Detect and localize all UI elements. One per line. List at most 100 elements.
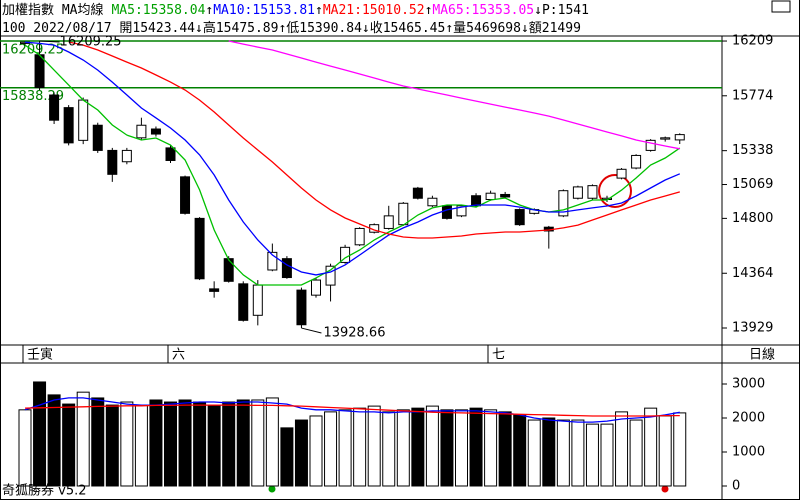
candle-body — [165, 147, 176, 161]
candle-body — [136, 124, 147, 139]
candle-body — [631, 154, 642, 169]
volume-bar — [513, 414, 527, 487]
volume-bar — [440, 409, 454, 487]
candle-body — [674, 134, 685, 141]
y-tick-label: 16209 — [732, 34, 773, 49]
header-text: MA21:15010.52 — [323, 3, 425, 18]
header-line: 100 2022/08/17 開15423.44↓高15475.89↑低1539… — [2, 20, 581, 36]
ma-line — [68, 41, 680, 239]
candle-body — [558, 190, 569, 217]
y-tick-label: 15774 — [732, 88, 773, 103]
candle-body — [398, 202, 409, 226]
candle-body — [223, 258, 234, 282]
volume-bar — [411, 407, 425, 487]
period-label: 七 — [492, 348, 505, 363]
volume-bar — [556, 419, 570, 487]
timeframe-label: 日線 — [749, 347, 775, 363]
header-text: MA65:15353.05 — [432, 3, 534, 18]
header-text: MA5:15358.04 — [111, 3, 205, 18]
header-text: 加權指數 MA均線 — [2, 2, 103, 18]
volume-bar — [120, 401, 134, 487]
candle-body — [441, 205, 452, 219]
header-text: P:1541 — [542, 3, 589, 18]
candle-body — [49, 94, 60, 121]
candle-body — [296, 289, 307, 326]
header-text: ↑ — [205, 3, 213, 18]
annotation: 16209.25 — [60, 35, 122, 50]
volume-bar — [629, 419, 643, 487]
header-line: 加權指數 MA均線 MA5:15358.04↑MA10:15153.81↑MA21… — [2, 2, 589, 18]
ma-line — [24, 44, 681, 286]
y-tick-label: 13929 — [732, 321, 773, 336]
candle-body — [107, 149, 118, 175]
volume-bar — [324, 411, 338, 487]
period-label: 壬寅 — [27, 347, 53, 363]
volume-bar — [469, 407, 483, 487]
volume-bar — [353, 407, 367, 487]
highlight-circle — [598, 174, 632, 208]
candle-body — [78, 99, 89, 141]
volume-bar — [658, 415, 672, 487]
volume-bar — [105, 404, 119, 487]
volume-bar — [33, 381, 47, 487]
candle-body — [572, 186, 583, 199]
y-tick-label: 14800 — [732, 211, 773, 226]
annotation-leader — [39, 40, 60, 43]
candle-body — [412, 187, 423, 199]
volume-bar — [615, 411, 629, 487]
candle-body — [587, 185, 598, 199]
y-tick-label: 1000 — [732, 444, 765, 459]
candle-body — [267, 251, 278, 271]
candle-body — [456, 205, 467, 217]
candle-body — [311, 279, 321, 296]
candle-body — [427, 197, 438, 207]
volume-bar — [265, 397, 279, 487]
candle-body — [281, 258, 292, 279]
ma-line — [24, 41, 681, 276]
y-tick-label: 2000 — [732, 411, 765, 426]
volume-bar — [280, 427, 294, 487]
volume-bar — [484, 409, 498, 487]
volume-bar — [164, 401, 177, 487]
footer: 奇狐勝券 v5.2 — [2, 483, 87, 499]
candle-body — [325, 265, 336, 286]
volume-bar — [91, 397, 105, 487]
volume-bar — [542, 417, 556, 487]
volume-bar — [47, 394, 61, 487]
volume-bar — [236, 399, 250, 487]
header-text: ↑ — [425, 3, 433, 18]
candle-body — [485, 192, 496, 200]
volume-bar — [425, 405, 439, 487]
volume-bar — [178, 399, 192, 487]
y-tick-label: 14364 — [732, 266, 773, 281]
volume-bar — [527, 419, 541, 487]
volume-bar — [455, 409, 468, 487]
candle-body — [63, 107, 74, 144]
y-tick-label: 15338 — [732, 143, 773, 158]
volume-bar — [193, 401, 207, 487]
candle-body — [92, 124, 103, 151]
header-text: ↓ — [534, 3, 542, 18]
volume-bar — [222, 401, 236, 487]
ma-line — [24, 404, 680, 417]
volume-bar — [207, 404, 221, 487]
candle-body — [354, 227, 365, 246]
volume-bar — [309, 415, 323, 487]
volume-bar — [294, 419, 308, 487]
candle-body — [121, 149, 132, 163]
candle-body — [209, 288, 220, 292]
volume-bar — [62, 403, 76, 487]
candle-body — [616, 168, 627, 179]
volume-bar — [585, 423, 599, 487]
ma-line — [228, 40, 680, 150]
candle-body — [180, 176, 191, 214]
volume-bar — [673, 412, 687, 487]
candle-body — [660, 137, 671, 140]
header-text: ↑ — [315, 3, 323, 18]
y-tick-label: 0 — [732, 478, 740, 493]
volume-bar — [76, 391, 90, 487]
header-text: 100 2022/08/17 開15423.44↓高15475.89↑低1539… — [2, 20, 581, 36]
annotation: 13928.66 — [323, 326, 385, 341]
annotation-leader — [301, 327, 322, 334]
candle-body — [150, 128, 161, 135]
